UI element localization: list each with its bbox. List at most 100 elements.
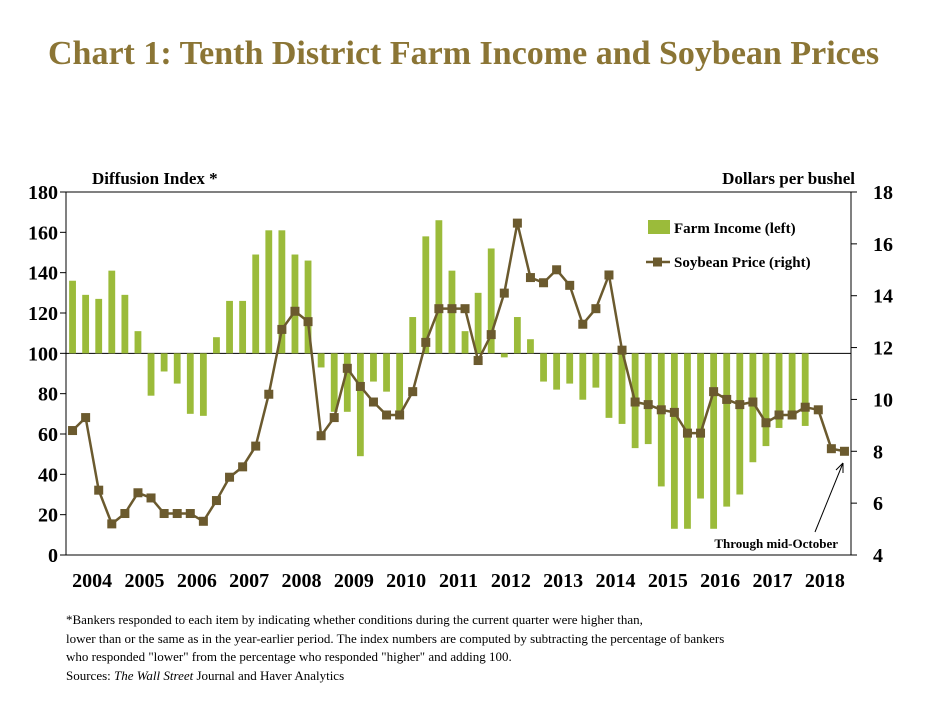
x-axis-year-label: 2008 — [282, 570, 322, 592]
x-axis-year-label: 2004 — [72, 570, 112, 592]
soybean-price-point — [787, 410, 797, 420]
soybean-price-point — [617, 345, 627, 355]
soybean-price-point — [630, 397, 640, 407]
axes-layer: 0 20 40 60 80 100 120 140 160 180 4 6 8 10 12 14 16 18 200… — [28, 182, 893, 592]
soybean-price-point — [499, 288, 509, 298]
sources-prefix: Sources: — [66, 667, 115, 683]
x-axis-year-label: 2011 — [439, 570, 478, 592]
farm-income-bar — [108, 270, 116, 354]
legend: Farm Income (left) Soybean Price (right) — [646, 220, 811, 271]
soybean-price-point — [303, 317, 313, 327]
plot-frame — [65, 191, 852, 556]
farm-income-bar — [95, 298, 103, 354]
x-axis-year-label: 2015 — [648, 570, 688, 592]
farm-income-bar — [265, 230, 273, 354]
farm-income-bar — [474, 292, 482, 354]
soybean-price-point — [120, 509, 130, 519]
farm-income-bar — [566, 353, 574, 384]
farm-income-bar — [527, 339, 534, 354]
line-series-layer — [68, 218, 849, 529]
farm-income-bar — [147, 353, 155, 396]
farm-income-bar — [684, 353, 691, 529]
farm-income-bar — [657, 353, 665, 487]
soybean-price-point — [68, 426, 78, 436]
farm-income-bar — [487, 248, 495, 354]
soybean-price-point — [722, 394, 732, 404]
left-axis-tick-label: 100 — [28, 343, 58, 365]
right-axis-tick-label: 8 — [873, 441, 883, 463]
legend-label-soybean-price: Soybean Price (right) — [674, 255, 811, 271]
soybean-price-point — [421, 337, 431, 347]
soybean-price-point — [395, 410, 405, 420]
right-axis-tick-label: 18 — [873, 182, 893, 204]
soybean-price-point — [552, 265, 562, 275]
farm-income-bar — [422, 236, 430, 354]
soybean-price-point — [107, 519, 117, 529]
farm-income-bar — [723, 353, 731, 507]
soybean-price-point — [539, 278, 549, 288]
sources-line: Sources: The Wall Street Journal and Hav… — [66, 667, 886, 686]
farm-income-bar — [618, 353, 626, 424]
farm-income-bar — [540, 353, 547, 382]
right-axis-tick-label: 14 — [873, 286, 893, 308]
farm-income-bar — [762, 353, 770, 447]
x-axis-year-label: 2016 — [700, 570, 740, 592]
soybean-price-point — [225, 472, 235, 482]
farm-income-bar — [134, 331, 142, 354]
soybean-price-point — [81, 413, 91, 423]
farm-income-bar — [775, 353, 783, 428]
sources-suffix: Journal and Haver Analytics — [193, 667, 345, 683]
soybean-price-point — [94, 485, 104, 495]
farm-income-bar — [710, 353, 718, 529]
farm-income-bar — [239, 300, 247, 354]
soybean-price-point — [643, 400, 653, 410]
farm-income-bar — [173, 353, 181, 384]
soybean-price-point — [408, 387, 418, 397]
soybean-price-point — [735, 400, 745, 410]
soybean-price-point — [355, 381, 365, 391]
soybean-price-point — [368, 397, 378, 407]
chart-title: Chart 1: Tenth District Farm Income and … — [48, 35, 880, 72]
soybean-price-point — [669, 407, 679, 417]
x-axis-year-label: 2005 — [125, 570, 165, 592]
farm-income-bar — [461, 331, 469, 354]
soybean-price-point — [604, 270, 614, 280]
farm-income-bar — [605, 353, 613, 418]
farm-income-bar — [370, 353, 377, 382]
x-axis-year-label: 2010 — [386, 570, 426, 592]
soybean-price-point — [172, 509, 182, 519]
soybean-price-point — [800, 402, 810, 412]
soybean-price-point — [238, 462, 248, 472]
farm-income-bar — [343, 353, 351, 412]
soybean-price-point — [473, 356, 483, 366]
farm-income-bar — [160, 353, 168, 372]
soybean-price-point — [159, 509, 169, 519]
footnote-line-1: *Bankers responded to each item by indic… — [66, 612, 643, 627]
soybean-price-point — [133, 488, 143, 498]
left-axis-tick-label: 40 — [38, 464, 58, 486]
left-axis-tick-label: 80 — [38, 384, 58, 406]
footnotes: *Bankers responded to each item by indic… — [66, 611, 886, 685]
sources-italic: The Wall Street — [114, 667, 194, 683]
soybean-price-point — [316, 431, 326, 441]
soybean-price-point — [211, 496, 221, 506]
soybean-price-point — [774, 410, 784, 420]
farm-income-bar — [697, 353, 704, 499]
soybean-price-point — [185, 509, 195, 519]
legend-swatch-soybean-marker — [653, 257, 662, 267]
farm-income-bar — [121, 294, 129, 354]
soybean-price-point — [146, 493, 156, 503]
farm-income-bar — [788, 353, 796, 412]
soybean-price-point — [264, 389, 274, 399]
axis-label-layer: Diffusion Index * Dollars per bushel — [92, 169, 855, 188]
farm-income-bar — [186, 353, 194, 414]
farm-income-bar — [330, 353, 338, 412]
farm-income-bar — [291, 254, 299, 354]
soybean-price-point — [839, 446, 849, 456]
right-axis-tick-label: 4 — [873, 545, 883, 567]
farm-income-bar — [736, 353, 744, 495]
right-axis-tick-label: 6 — [873, 493, 883, 515]
x-axis-year-label: 2009 — [334, 570, 374, 592]
annotation-arrow-head — [835, 462, 844, 473]
